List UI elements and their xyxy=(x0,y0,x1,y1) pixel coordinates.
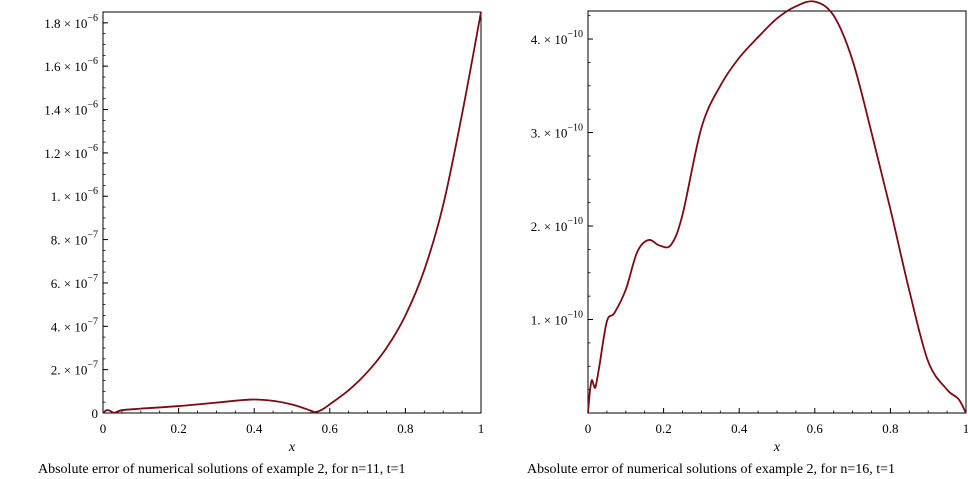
y-tick-label: 0 xyxy=(92,406,99,421)
plot-left: 0 0.2 0.4 0.6 0.8 1 0 2. × 10−7 4. × 10−7 6. × 10… xyxy=(38,11,485,477)
y-tick-label: 2. × 10−10 xyxy=(531,216,583,234)
x-tick-label: 0.2 xyxy=(170,421,186,436)
y-tick-label: 1.4 × 10−6 xyxy=(44,100,98,118)
series-line xyxy=(102,11,482,414)
y-tick-label: 2. × 10−7 xyxy=(51,360,98,378)
y-tick-label: 1.8 × 10−6 xyxy=(44,13,98,31)
y-tick-label: 1. × 10−6 xyxy=(51,186,98,204)
chart-caption: Absolute error of numerical solutions of… xyxy=(527,462,895,477)
x-tick-label: 1 xyxy=(478,421,485,436)
plot-right: 0 0.2 0.4 0.6 0.8 1 1. × 10−10 2. × 10−10 3. × 1… xyxy=(527,0,968,477)
y-tick-label: 4. × 10−10 xyxy=(531,29,583,47)
y-tick-label: 1.6 × 10−6 xyxy=(44,56,98,74)
x-tick-label: 0.4 xyxy=(731,421,748,436)
y-tick-label: 3. × 10−10 xyxy=(531,123,583,141)
x-axis-label: x xyxy=(773,440,781,455)
x-tick-label: 1 xyxy=(963,421,968,436)
y-tick-label: 6. × 10−7 xyxy=(51,273,98,291)
chart-caption: Absolute error of numerical solutions of… xyxy=(38,462,406,477)
x-tick-label: 0.6 xyxy=(807,421,824,436)
y-tick-label: 8. × 10−7 xyxy=(51,230,98,248)
y-tick-label: 1. × 10−10 xyxy=(531,310,583,328)
x-tick-label: 0.8 xyxy=(882,421,898,436)
plot-frame xyxy=(102,11,482,414)
series-line xyxy=(587,0,967,414)
x-tick-label: 0 xyxy=(100,421,107,436)
x-tick-label: 0.8 xyxy=(397,421,413,436)
x-tick-label: 0.4 xyxy=(246,421,263,436)
x-axis-label: x xyxy=(288,440,296,455)
y-tick-label: 1.2 × 10−6 xyxy=(44,143,98,161)
y-tick-label: 4. × 10−7 xyxy=(51,316,98,334)
x-tick-label: 0.2 xyxy=(655,421,671,436)
x-tick-label: 0 xyxy=(585,421,592,436)
x-tick-label: 0.6 xyxy=(322,421,339,436)
plot-frame xyxy=(587,10,967,414)
